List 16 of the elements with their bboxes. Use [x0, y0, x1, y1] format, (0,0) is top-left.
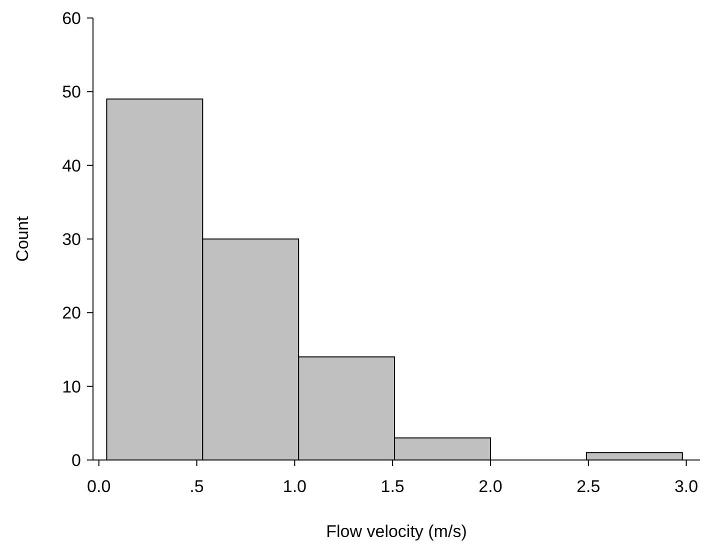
x-axis-title: Flow velocity (m/s): [326, 522, 467, 541]
y-tick-label: 50: [62, 82, 81, 102]
x-tick-label: 2.0: [478, 477, 502, 496]
x-tick-label: 0.0: [87, 477, 111, 496]
y-tick-label: 40: [62, 156, 81, 176]
y-tick-label: 0: [72, 450, 81, 470]
y-tick-label: 60: [62, 8, 81, 28]
y-axis-title: Count: [13, 216, 32, 262]
x-tick-label: 1.0: [282, 477, 306, 496]
x-tick-label: .5: [190, 477, 204, 496]
x-tick-label: 1.5: [380, 477, 404, 496]
y-tick-label: 10: [62, 377, 81, 396]
y-tick-label: 20: [62, 304, 81, 323]
x-tick-label: 3.0: [674, 477, 698, 496]
x-tick-label: 2.5: [576, 477, 600, 496]
y-tick-label: 30: [62, 230, 81, 249]
